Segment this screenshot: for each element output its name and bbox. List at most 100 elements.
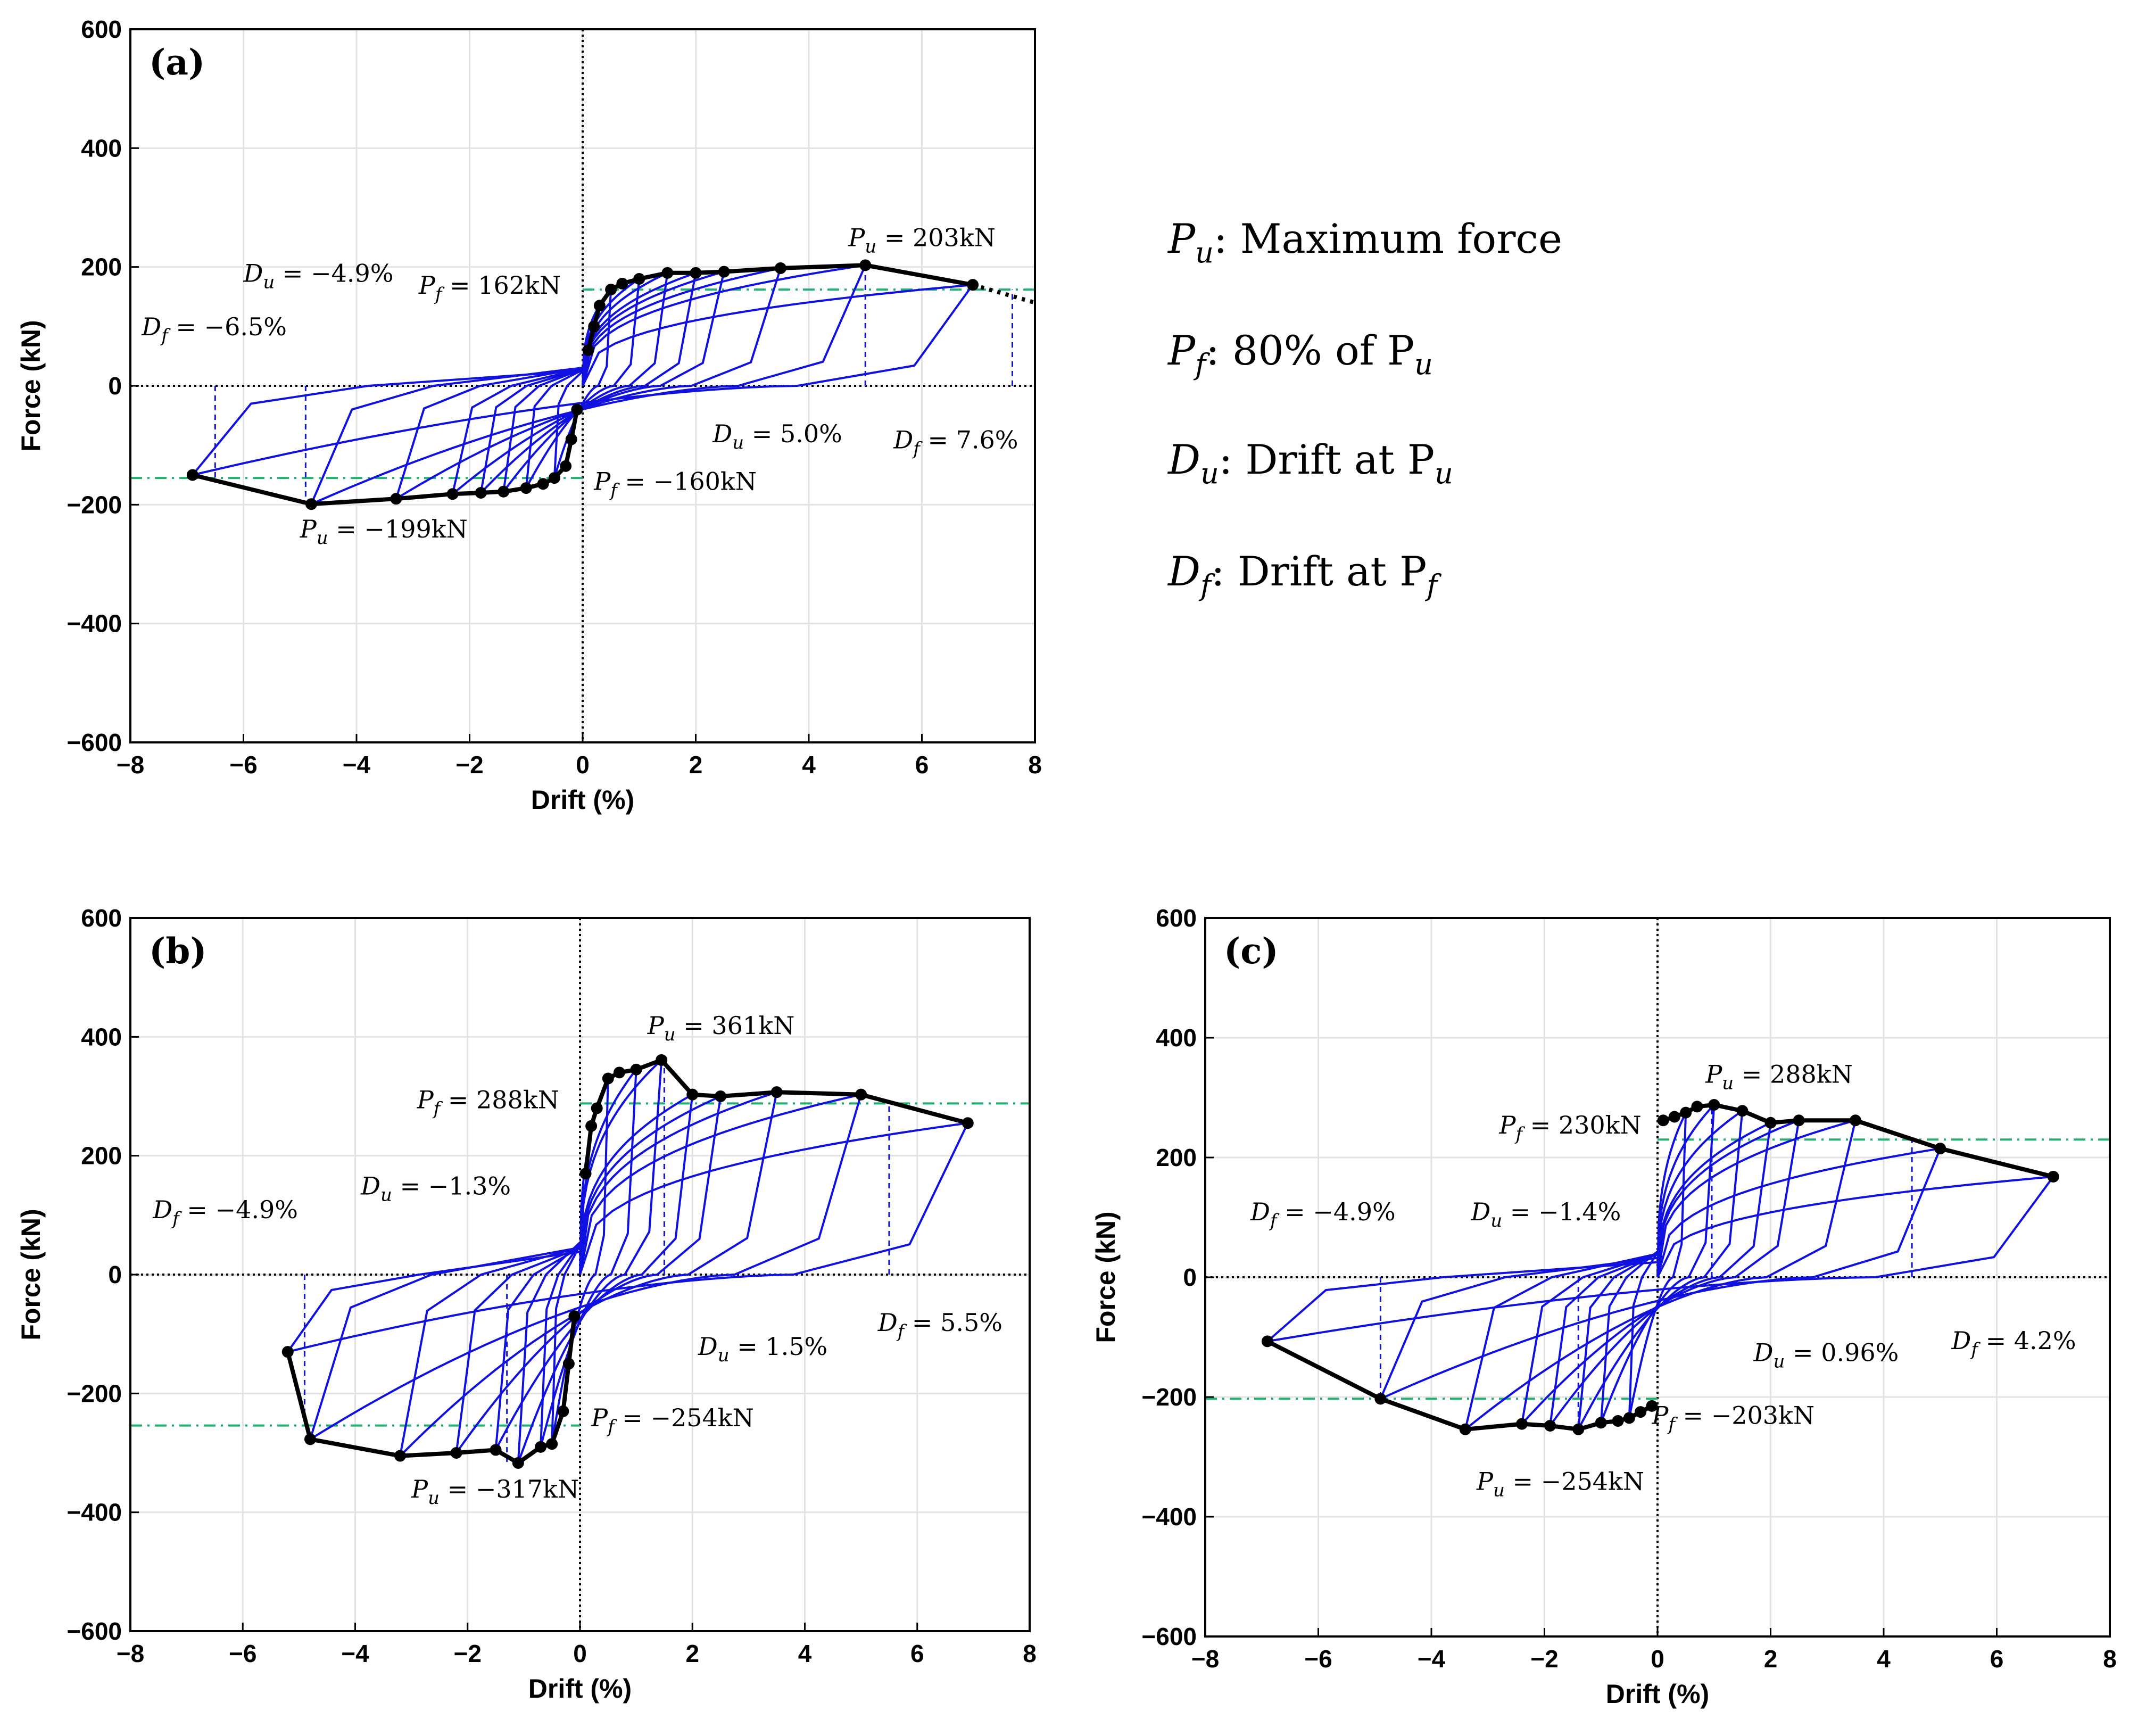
envelope-point bbox=[562, 1358, 575, 1370]
hysteresis-loop bbox=[451, 270, 726, 497]
annotation-label: Pf = 288kN bbox=[417, 1085, 559, 1119]
envelope-point bbox=[1680, 1106, 1692, 1119]
panel-label: (b) bbox=[149, 930, 207, 972]
annotation-label: Pu = 203kN bbox=[848, 224, 996, 258]
envelope-point bbox=[1708, 1099, 1720, 1111]
annotation-label: Df = 7.6% bbox=[893, 425, 1018, 459]
envelope-point bbox=[304, 1433, 316, 1445]
envelope-point bbox=[498, 485, 510, 498]
envelope-point bbox=[613, 1067, 625, 1079]
y-axis-title: Force (kN) bbox=[16, 1209, 46, 1340]
plot-area bbox=[1205, 1099, 2110, 1435]
annotation-label: Pu = 361kN bbox=[647, 1011, 795, 1045]
envelope-point bbox=[1459, 1423, 1471, 1435]
hysteresis-loop bbox=[502, 271, 669, 492]
envelope-point bbox=[588, 320, 600, 333]
y-axis-title: Force (kN) bbox=[16, 320, 46, 451]
y-tick-label: −200 bbox=[67, 1379, 122, 1407]
envelope-point bbox=[591, 1102, 603, 1114]
envelope-point bbox=[186, 469, 198, 481]
envelope-point bbox=[2047, 1171, 2059, 1183]
hysteresis-loop bbox=[1264, 1175, 2056, 1343]
y-tick-label: 400 bbox=[81, 1023, 122, 1051]
envelope-point bbox=[560, 460, 572, 472]
hysteresis-loop bbox=[1549, 1121, 1772, 1427]
hysteresis-loop bbox=[1600, 1102, 1716, 1424]
legend-item: Pu: Maximum force bbox=[1167, 215, 1562, 269]
annotation-label: Du = −4.9% bbox=[243, 259, 394, 293]
envelope-point bbox=[548, 472, 560, 484]
annotation-label: Df = −4.9% bbox=[1250, 1197, 1396, 1231]
envelope-point bbox=[546, 1438, 558, 1450]
y-tick-label: 200 bbox=[81, 1142, 122, 1170]
annotation-label: Pu = 288kN bbox=[1705, 1060, 1853, 1094]
legend-item: Df: Drift at Pf bbox=[1167, 548, 1441, 602]
x-tick-label: −8 bbox=[117, 1640, 144, 1667]
x-tick-label: −4 bbox=[1418, 1645, 1446, 1673]
x-tick-label: 4 bbox=[798, 1640, 812, 1667]
annotation-label: Du = 5.0% bbox=[712, 419, 842, 453]
x-tick-label: 6 bbox=[915, 751, 929, 779]
envelope-point bbox=[305, 498, 317, 510]
legend-item: Du: Drift at Pu bbox=[1167, 436, 1453, 490]
envelope-point bbox=[557, 1405, 569, 1417]
annotation-label: Du = 1.5% bbox=[698, 1332, 827, 1366]
envelope-point bbox=[715, 1090, 727, 1102]
envelope-point bbox=[1595, 1417, 1607, 1429]
x-tick-label: 4 bbox=[802, 751, 816, 779]
envelope-point bbox=[582, 344, 594, 356]
hysteresis-loop bbox=[1463, 1119, 1857, 1433]
envelope-point bbox=[855, 1088, 867, 1101]
legend: Pu: Maximum force Pf: 80% of Pu Du: Drift … bbox=[1167, 215, 1562, 602]
x-tick-label: −8 bbox=[1191, 1645, 1219, 1673]
envelope-point bbox=[690, 267, 702, 279]
x-tick-label: 6 bbox=[910, 1640, 924, 1667]
y-tick-label: −600 bbox=[1141, 1623, 1197, 1650]
y-tick-label: 0 bbox=[1183, 1263, 1197, 1291]
x-tick-label: −2 bbox=[455, 751, 483, 779]
envelope-point bbox=[535, 1441, 547, 1453]
panel-label: (c) bbox=[1224, 930, 1279, 972]
annotation-label: Df = −4.9% bbox=[152, 1195, 298, 1229]
envelope-point bbox=[1764, 1117, 1777, 1129]
annotation-label: Du = −1.4% bbox=[1470, 1197, 1621, 1231]
envelope-point bbox=[1849, 1114, 1861, 1127]
envelope-point bbox=[1261, 1335, 1273, 1348]
hysteresis-loop bbox=[517, 1057, 663, 1464]
envelope-point bbox=[568, 1310, 581, 1322]
y-tick-label: 400 bbox=[81, 134, 122, 162]
hysteresis-loop bbox=[394, 267, 782, 501]
envelope-point bbox=[1623, 1412, 1635, 1424]
y-tick-label: 400 bbox=[1156, 1024, 1197, 1052]
envelope-point bbox=[565, 433, 577, 445]
chart-panel-c: −8 −6 −4 −2 0 2 4 6 8 −600 −400 −200 0 200 400 600 Drift… bbox=[1091, 904, 2117, 1709]
x-tick-label: 2 bbox=[685, 1640, 699, 1667]
chart-panel-a: −8 −6 −4 −2 0 2 4 6 8 −600 −400 −200 0 200 400 600 Drift… bbox=[16, 15, 1042, 815]
annotation-label: Pu = −317kN bbox=[411, 1475, 579, 1509]
x-tick-label: −2 bbox=[454, 1640, 482, 1667]
x-tick-label: 0 bbox=[1651, 1645, 1664, 1673]
envelope-point bbox=[1635, 1406, 1647, 1418]
x-tick-label: 0 bbox=[573, 1640, 587, 1667]
envelope-point bbox=[859, 259, 872, 271]
envelope-point bbox=[520, 482, 532, 494]
annotation-label: Df = 4.2% bbox=[1951, 1326, 2076, 1360]
annotation-label: Pf = −254kN bbox=[591, 1403, 754, 1437]
envelope-extension bbox=[972, 283, 1035, 305]
hysteresis-loop bbox=[1520, 1119, 1801, 1427]
y-tick-label: 200 bbox=[1156, 1144, 1197, 1171]
panel-label: (a) bbox=[149, 42, 205, 83]
y-tick-label: −400 bbox=[67, 610, 122, 638]
x-tick-label: 2 bbox=[1764, 1645, 1778, 1673]
x-axis-title: Drift (%) bbox=[531, 785, 634, 815]
annotation-label: Pf = −203kN bbox=[1651, 1401, 1814, 1435]
envelope-point bbox=[571, 403, 583, 416]
envelope-point bbox=[1934, 1143, 1946, 1155]
x-axis-title: Drift (%) bbox=[1606, 1679, 1709, 1709]
legend-item: Pf: 80% of Pu bbox=[1167, 327, 1433, 381]
y-tick-label: −600 bbox=[67, 1617, 122, 1645]
annotation-label: Df = −6.5% bbox=[141, 312, 287, 346]
hysteresis-loop bbox=[1378, 1147, 1942, 1401]
x-tick-label: −4 bbox=[341, 1640, 369, 1667]
envelope-point bbox=[630, 1063, 642, 1076]
